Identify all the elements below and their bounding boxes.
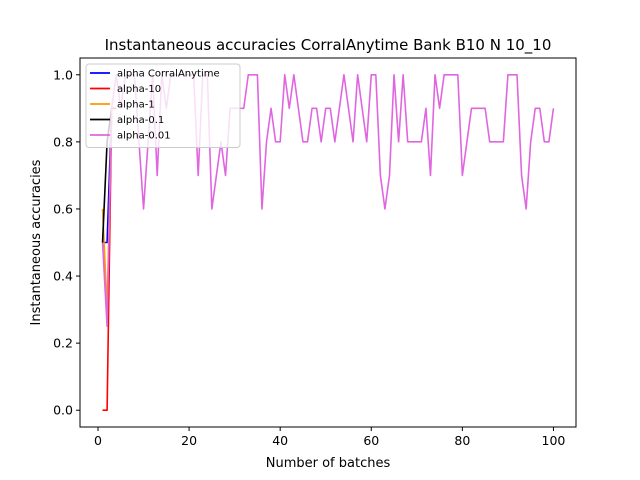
y-tick-label: 0.2 xyxy=(53,336,73,351)
x-tick-label: 60 xyxy=(363,433,379,448)
legend-label: alpha-1 xyxy=(117,100,155,111)
x-axis-ticks: 0 20 40 60 80 100 xyxy=(94,427,565,448)
legend-label: alpha-10 xyxy=(117,84,161,95)
y-tick-label: 0.4 xyxy=(53,269,73,284)
x-tick-label: 40 xyxy=(272,433,288,448)
chart-title: Instantaneous accuracies CorralAnytime B… xyxy=(105,36,552,55)
x-tick-label: 100 xyxy=(542,433,566,448)
legend-label: alpha-0.1 xyxy=(117,115,164,126)
x-tick-label: 20 xyxy=(181,433,197,448)
y-tick-label: 0.0 xyxy=(53,403,73,418)
legend-box xyxy=(85,63,241,148)
legend-label: alpha-0.01 xyxy=(117,131,171,142)
x-tick-label: 0 xyxy=(94,433,102,448)
legend-label: alpha CorralAnytime xyxy=(117,69,220,80)
x-tick-label: 80 xyxy=(454,433,470,448)
y-axis-label: Instantaneous accuracies xyxy=(29,159,44,325)
y-axis-ticks: 0.0 0.2 0.4 0.6 0.8 1.0 xyxy=(53,67,80,418)
plot-area-frame xyxy=(79,57,577,428)
y-tick-label: 1.0 xyxy=(53,67,73,82)
x-axis-label: Number of batches xyxy=(266,456,391,471)
legend: alpha CorralAnytime alpha-10 alpha-1 alpha-… xyxy=(85,63,241,148)
y-tick-label: 0.6 xyxy=(53,201,73,216)
y-tick-label: 0.8 xyxy=(53,134,73,149)
